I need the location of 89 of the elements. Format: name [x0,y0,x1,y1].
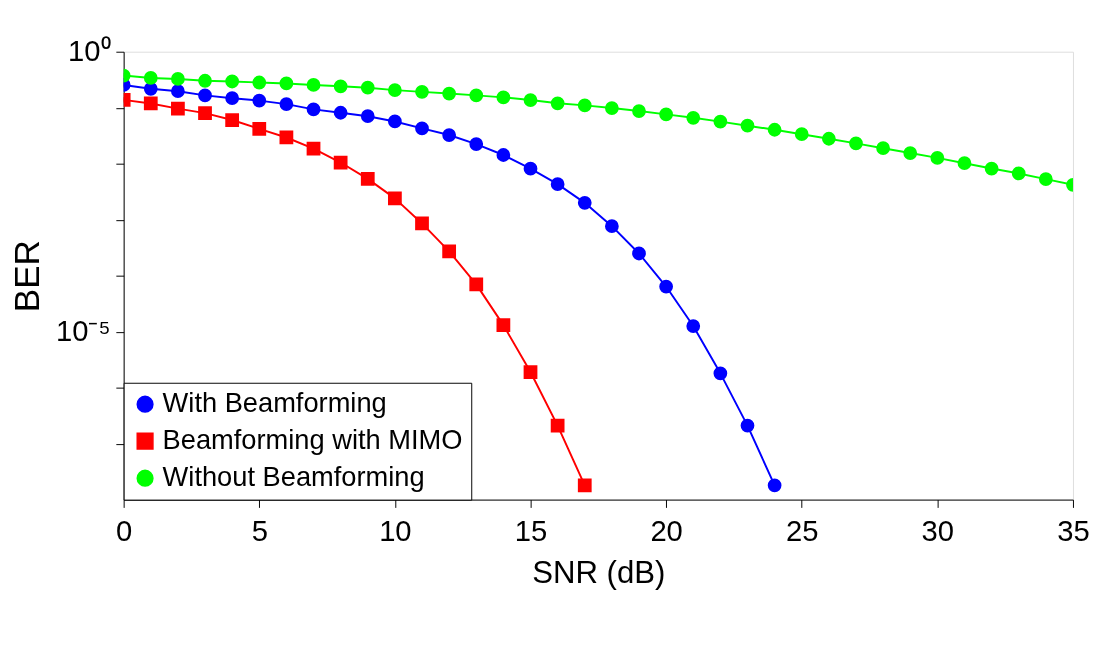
point [306,102,321,117]
point [198,73,212,88]
point [171,84,185,99]
point [794,127,809,142]
point [306,78,321,92]
point [632,104,646,118]
point [171,72,185,86]
point [388,191,402,206]
legend-label: Without Beamforming [162,460,425,492]
point [442,128,457,142]
point [659,107,674,122]
point [632,246,646,261]
point [496,148,511,162]
point [659,279,674,294]
point [333,155,348,170]
point [252,93,267,108]
x-tick-label: 15 [514,514,548,547]
point [686,319,701,333]
point [523,93,538,107]
x-tick-label: 35 [1057,514,1090,547]
point [442,86,457,101]
point [360,109,375,124]
point [333,105,348,120]
point [984,161,999,176]
point [740,418,755,433]
point [469,88,484,103]
point [876,141,890,156]
x-tick-label: 20 [650,514,683,547]
y-axis-title: BER [6,240,46,313]
point [1038,172,1053,187]
point [496,90,511,105]
point [957,156,972,171]
point [360,172,375,186]
point [686,110,701,125]
point [279,76,294,91]
point [577,195,592,210]
point [767,478,782,493]
x-tick-label: 5 [251,514,268,547]
x-tick-label: 10 [379,514,412,547]
point [577,478,592,493]
point [388,83,402,98]
point [604,219,619,234]
point [1011,166,1026,181]
legend-label: With Beamforming [162,386,387,418]
point [849,136,863,151]
point [713,114,728,129]
y-tick-label: 10⁻⁵ [55,314,111,347]
point [604,101,619,115]
point [252,121,267,136]
point [225,74,240,89]
point [577,98,592,113]
point [198,88,212,103]
point [550,177,565,192]
point [523,365,538,379]
x-axis-title: SNR (dB) [532,554,666,590]
point [767,122,782,137]
point [171,101,185,116]
point [821,131,836,146]
point [360,80,375,95]
point [306,141,321,156]
point [198,106,212,121]
point [550,96,565,111]
point [143,71,158,85]
point [225,113,240,127]
legend-label: Beamforming with MIMO [162,423,463,455]
x-tick-label: 0 [116,514,133,547]
point [442,244,457,259]
point [469,137,484,151]
point [143,96,158,111]
point [903,146,918,160]
point [523,161,538,176]
point [279,130,294,145]
x-tick-label: 25 [785,514,819,547]
point [415,84,429,99]
point [279,97,294,111]
point [415,216,429,231]
point [550,418,565,433]
point [388,114,402,129]
point [225,91,240,106]
point [496,318,511,332]
y-tick-label: 10⁰ [68,34,111,67]
point [930,151,945,165]
x-tick-label: 30 [921,514,955,547]
point [713,366,728,381]
point [415,121,429,136]
point [740,118,755,133]
point [333,79,348,94]
point [252,75,267,90]
point [469,277,484,292]
